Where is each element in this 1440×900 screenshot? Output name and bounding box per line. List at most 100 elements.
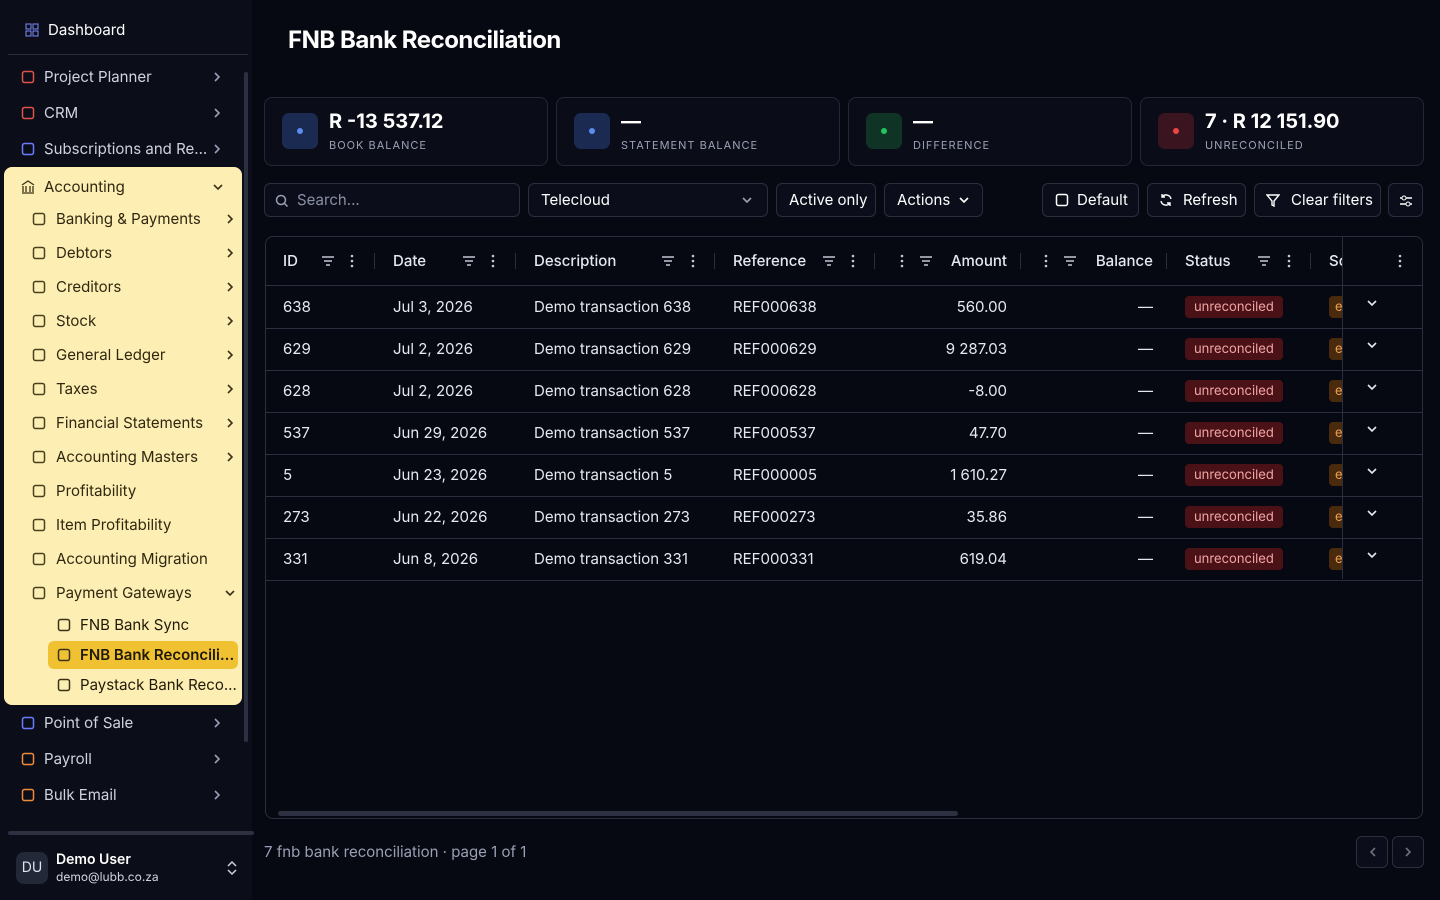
chevron: [227, 384, 234, 394]
nav-item[interactable]: Accounting Masters: [56, 447, 198, 466]
chevron: [227, 214, 234, 224]
active-only-button-label: Active only: [789, 190, 868, 209]
nav-item[interactable]: Taxes: [56, 379, 98, 398]
column-header[interactable]: Date: [393, 251, 427, 270]
default-button[interactable]: Default: [1042, 183, 1139, 217]
nav-item[interactable]: Debtors: [56, 243, 113, 262]
chevron: [1405, 847, 1412, 857]
column-filter: [322, 256, 334, 266]
nav-item[interactable]: Profitability: [56, 481, 137, 500]
stat-value: —: [913, 109, 933, 133]
status-badge: unreconciled: [1185, 338, 1283, 360]
column-header[interactable]: ID: [283, 251, 298, 270]
nav-item[interactable]: Subscriptions and Re...: [44, 139, 208, 158]
nav-item[interactable]: Accounting Migration: [56, 549, 208, 568]
menu-icon: [32, 382, 46, 396]
nav-link[interactable]: Dashboard: [48, 20, 126, 39]
accounting-icon: [21, 180, 35, 194]
column-header[interactable]: Balance: [1095, 251, 1153, 270]
nav-item[interactable]: CRM: [44, 103, 79, 122]
chevron: [214, 108, 221, 118]
column-menu: [691, 254, 695, 268]
nav-item[interactable]: Creditors: [56, 277, 122, 296]
stat-icon: [282, 113, 318, 149]
chevron: [1367, 510, 1377, 517]
menu-icon: [57, 648, 71, 662]
column-header[interactable]: Status: [1185, 251, 1231, 270]
header-border: [1343, 285, 1422, 286]
nav-item[interactable]: Paystack Bank Reco...: [80, 675, 237, 694]
nav-item[interactable]: Financial Statements: [56, 413, 204, 432]
chevron: [225, 590, 235, 597]
cell: REF000537: [733, 423, 816, 442]
chevron: [214, 144, 221, 154]
cell: REF000005: [733, 465, 817, 484]
cell: 638: [283, 297, 311, 316]
nav-group[interactable]: Accounting: [44, 177, 125, 196]
nav-item[interactable]: FNB Bank Reconcili...: [80, 645, 235, 664]
menu-icon: [1055, 193, 1069, 207]
row-border: [1343, 412, 1422, 413]
active-only-button[interactable]: Active only: [776, 183, 876, 217]
user-menu: [227, 860, 237, 876]
status-badge: unreconciled: [1185, 296, 1283, 318]
row-border: [1343, 580, 1422, 581]
nav-item[interactable]: Item Profitability: [56, 515, 172, 534]
avatar: DU: [16, 852, 48, 884]
company-select-label: Telecloud: [541, 190, 610, 209]
refresh-icon: [1160, 194, 1172, 206]
clear-filters-button[interactable]: Clear filters: [1254, 183, 1381, 217]
status-badge: unreconciled: [1185, 548, 1283, 570]
column-header[interactable]: Description: [534, 251, 617, 270]
column-header[interactable]: Amount: [950, 251, 1007, 270]
status-badge: unreconciled: [1185, 464, 1283, 486]
menu-icon: [32, 518, 46, 532]
search-input[interactable]: Search...: [264, 183, 520, 217]
cell: REF000331: [733, 549, 814, 568]
cell: Jun 22, 2026: [393, 507, 488, 526]
stat-dot: [589, 128, 595, 134]
cell: —: [1138, 465, 1153, 484]
menu-icon: [21, 70, 35, 84]
chevron: [227, 418, 234, 428]
chevron: [1367, 552, 1377, 559]
actions-button[interactable]: Actions: [884, 183, 983, 217]
chevron: [1367, 468, 1377, 475]
prev-page[interactable]: [1356, 836, 1388, 868]
column-divider: [1020, 253, 1021, 269]
next-page[interactable]: [1392, 836, 1424, 868]
nav-item[interactable]: FNB Bank Sync: [80, 615, 190, 634]
row-border: [266, 454, 1422, 455]
search-icon: [275, 194, 289, 208]
row-border: [1343, 454, 1422, 455]
refresh-button[interactable]: Refresh: [1147, 183, 1246, 217]
stat-card: — STATEMENT BALANCE: [556, 97, 840, 166]
cell: -8.00: [968, 381, 1007, 400]
nav-item[interactable]: Stock: [56, 311, 97, 330]
menu-icon: [21, 788, 35, 802]
nav-group[interactable]: Payment Gateways: [56, 583, 192, 602]
pagination-summary: 7 fnb bank reconciliation · page 1 of 1: [264, 842, 527, 861]
sticky-column: [1342, 237, 1422, 581]
cell: —: [1138, 339, 1153, 358]
column-divider: [1166, 253, 1167, 269]
nav-item[interactable]: Bulk Email: [44, 785, 117, 804]
row-border: [266, 538, 1422, 539]
stat-label: BOOK BALANCE: [329, 138, 428, 152]
menu-icon: [21, 142, 35, 156]
cell: 560.00: [956, 297, 1007, 316]
settings-button[interactable]: [1388, 183, 1423, 217]
cell: 629: [283, 339, 311, 358]
column-header[interactable]: Reference: [733, 251, 807, 270]
chevron: [227, 452, 234, 462]
cell: 331: [283, 549, 308, 568]
nav-item[interactable]: Payroll: [44, 749, 92, 768]
nav-item[interactable]: General Ledger: [56, 345, 166, 364]
row-border: [266, 412, 1422, 413]
company-select[interactable]: Telecloud: [528, 183, 768, 217]
nav-item[interactable]: Banking & Payments: [56, 209, 201, 228]
nav-item[interactable]: Project Planner: [44, 67, 152, 86]
clear-filters-label: Clear filters: [1291, 190, 1373, 209]
nav-item[interactable]: Point of Sale: [44, 713, 134, 732]
menu-icon: [21, 752, 35, 766]
